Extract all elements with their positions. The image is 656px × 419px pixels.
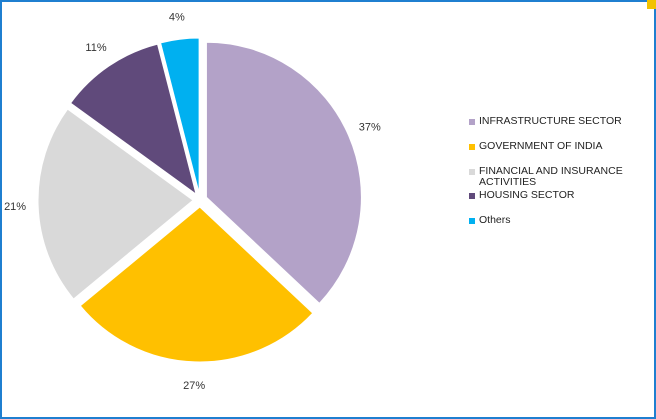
legend-item-others: Others: [469, 215, 654, 226]
legend-label-housing: HOUSING SECTOR: [479, 189, 575, 201]
data-label-government: 27%: [183, 380, 205, 392]
pie-slice-financial: [37, 108, 194, 300]
legend: INFRASTRUCTURE SECTOR GOVERNMENT OF INDI…: [469, 116, 654, 240]
legend-swatch-government: [469, 144, 475, 150]
data-label-others: 4%: [169, 11, 185, 23]
data-label-housing: 11%: [85, 42, 106, 54]
legend-swatch-financial: [469, 169, 475, 175]
corner-accent: [647, 0, 656, 9]
legend-item-financial: FINANCIAL AND INSURANCE ACTIVITIES: [469, 166, 654, 188]
legend-item-infrastructure: INFRASTRUCTURE SECTOR: [469, 116, 654, 127]
pie-slice-housing: [69, 43, 197, 196]
pie-slice-infrastructure: [205, 41, 362, 305]
legend-item-housing: HOUSING SECTOR: [469, 190, 654, 201]
pie-slice-government: [79, 206, 314, 363]
legend-swatch-housing: [469, 193, 475, 199]
data-label-financial: 21%: [4, 201, 26, 213]
legend-swatch-infrastructure: [469, 119, 475, 125]
legend-label-infrastructure: INFRASTRUCTURE SECTOR: [479, 115, 622, 127]
legend-swatch-others: [469, 218, 475, 224]
legend-label-others: Others: [479, 214, 511, 226]
legend-item-government: GOVERNMENT OF INDIA: [469, 141, 654, 152]
legend-label-government: GOVERNMENT OF INDIA: [479, 140, 603, 152]
data-label-infrastructure: 37%: [359, 122, 381, 134]
legend-label-financial: FINANCIAL AND INSURANCE ACTIVITIES: [479, 165, 623, 188]
pie-slice-others: [159, 37, 200, 194]
